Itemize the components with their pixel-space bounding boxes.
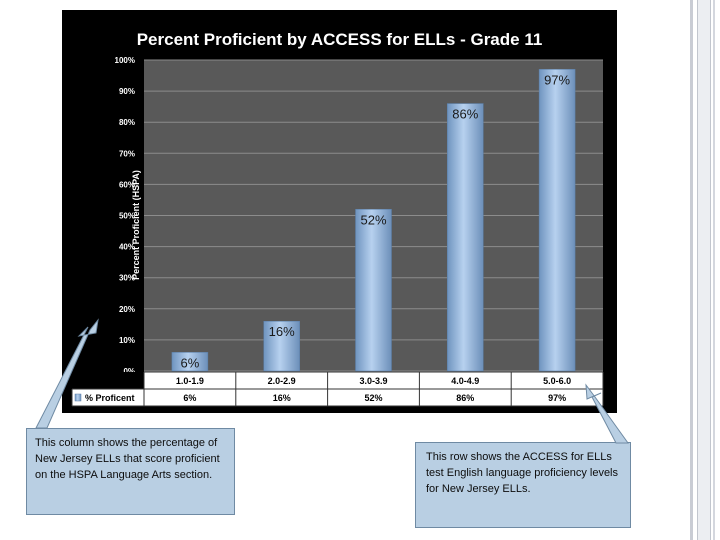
slide-border (697, 0, 711, 540)
y-tick-label: 80% (119, 118, 135, 127)
y-tick-label: 40% (119, 243, 135, 252)
y-tick-label: 90% (119, 87, 135, 96)
table-value: 97% (548, 393, 566, 403)
legend-key (74, 393, 82, 402)
callout-left-text: This column shows the percentage of New … (35, 437, 220, 481)
callout-right-text: This row shows the ACCESS for ELLs test … (426, 451, 619, 495)
x-category-label: 2.0-2.9 (268, 376, 296, 386)
table-value: 52% (364, 393, 382, 403)
x-category-label: 1.0-1.9 (176, 376, 204, 386)
y-tick-label: 30% (119, 274, 135, 283)
y-tick-label: 100% (115, 56, 135, 65)
table-value: 6% (183, 393, 196, 403)
x-category-label: 3.0-3.9 (359, 376, 387, 386)
data-table-header-row (144, 372, 603, 389)
chart-title: Percent Proficient by ACCESS for ELLs - … (136, 30, 543, 49)
callout-left: This column shows the percentage of New … (26, 428, 235, 515)
bar (355, 209, 392, 372)
data-label: 6% (181, 355, 200, 370)
y-tick-label: 20% (119, 305, 135, 314)
slide-border (713, 0, 715, 540)
callout-right: This row shows the ACCESS for ELLs test … (415, 442, 631, 528)
data-label: 86% (452, 107, 478, 122)
y-tick-label: 10% (119, 336, 135, 345)
table-value: 16% (273, 393, 291, 403)
x-category-label: 4.0-4.9 (451, 376, 479, 386)
data-label: 52% (360, 212, 386, 227)
table-value: 86% (456, 393, 474, 403)
bar (538, 69, 576, 372)
data-label: 97% (544, 72, 570, 87)
x-category-label: 5.0-6.0 (543, 376, 571, 386)
data-table-value-row (72, 389, 603, 406)
bar-chart: 0% 10% 20% 30% 40% 50% 60% 70% 80% 90% 100% 6% 16% 52… (71, 56, 604, 407)
slide-border (690, 0, 693, 540)
y-tick-label: 60% (119, 180, 135, 189)
chart-panel: Percent Proficient by ACCESS for ELLs - … (62, 10, 617, 413)
bar (171, 352, 209, 372)
y-tick-label: 50% (119, 212, 135, 221)
bar (263, 320, 300, 372)
data-label: 16% (269, 324, 295, 339)
y-tick-label: 70% (119, 149, 135, 158)
y-tick-label: 0% (123, 367, 135, 376)
bar (447, 103, 484, 372)
legend-series-name: % Proficent (85, 393, 135, 403)
